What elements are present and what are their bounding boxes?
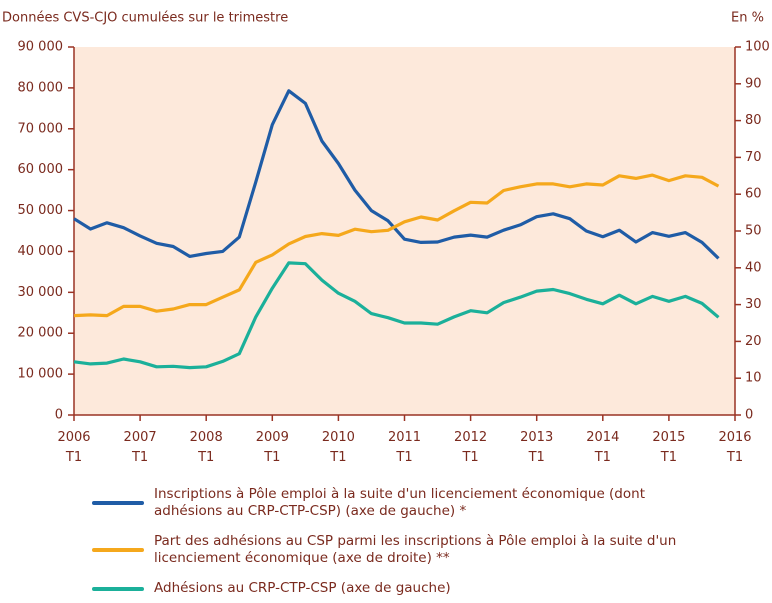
y-tick-label: 20 000 — [18, 326, 64, 341]
legend-item: Adhésions au CRP-CTP-CSP (axe de gauche) — [92, 580, 732, 597]
series-line — [73, 261, 720, 370]
chart-title: Données CVS-CJO cumulées sur le trimestr… — [2, 11, 288, 26]
y-tick-label: 30 000 — [18, 285, 64, 300]
y2-tick-label: 20 — [745, 334, 762, 349]
y-tick-label: 90 000 — [18, 40, 64, 55]
x-tick-label: 2014 T1 — [586, 430, 619, 465]
y-tick-label: 80 000 — [18, 80, 64, 95]
legend-swatch — [92, 501, 144, 505]
legend-label: Part des adhésions au CSP parmi les insc… — [154, 533, 677, 566]
y2-tick-label: 90 — [745, 76, 762, 91]
y2-tick-label: 70 — [745, 150, 762, 165]
y-tick-label: 70 000 — [18, 121, 64, 136]
y-tick-label: 50 000 — [18, 203, 64, 218]
series-line — [73, 89, 720, 260]
chart-svg: Données CVS-CJO cumulées sur le trimestr… — [2, 11, 770, 465]
y2-tick-label: 60 — [745, 187, 762, 202]
legend-item: Part des adhésions au CSP parmi les insc… — [92, 533, 732, 567]
y-tick-label: 40 000 — [18, 244, 64, 259]
y2-tick-label: 10 — [745, 371, 762, 386]
y-tick-label: 0 — [55, 408, 63, 423]
x-tick-label: 2006 T1 — [57, 430, 90, 465]
y2-tick-label: 100 — [745, 40, 770, 55]
y-tick-label: 10 000 — [18, 367, 64, 382]
x-tick-label: 2008 T1 — [190, 430, 223, 465]
legend-swatch — [92, 548, 144, 552]
y2-tick-label: 0 — [745, 408, 753, 423]
y-tick-label: 60 000 — [18, 162, 64, 177]
y2-tick-label: 50 — [745, 224, 762, 239]
x-tick-label: 2009 T1 — [256, 430, 289, 465]
plot-background — [74, 47, 735, 415]
x-tick-label: 2007 T1 — [124, 430, 157, 465]
legend-item: Inscriptions à Pôle emploi à la suite d'… — [92, 486, 732, 520]
x-tick-label: 2015 T1 — [652, 430, 685, 465]
legend: Inscriptions à Pôle emploi à la suite d'… — [92, 486, 732, 603]
legend-label: Adhésions au CRP-CTP-CSP (axe de gauche) — [154, 580, 451, 596]
y2-tick-label: 40 — [745, 260, 762, 275]
x-tick-label: 2016 T1 — [718, 430, 751, 465]
x-tick-label: 2011 T1 — [388, 430, 421, 465]
y2-tick-label: 80 — [745, 113, 762, 128]
series-line — [73, 173, 720, 318]
legend-label: Inscriptions à Pôle emploi à la suite d'… — [154, 486, 645, 519]
legend-swatch — [92, 586, 144, 591]
y2-tick-label: 30 — [745, 297, 762, 312]
x-tick-label: 2013 T1 — [520, 430, 553, 465]
x-tick-label: 2012 T1 — [454, 430, 487, 465]
y2-axis-label: En % — [731, 11, 764, 26]
x-tick-label: 2010 T1 — [322, 430, 355, 465]
